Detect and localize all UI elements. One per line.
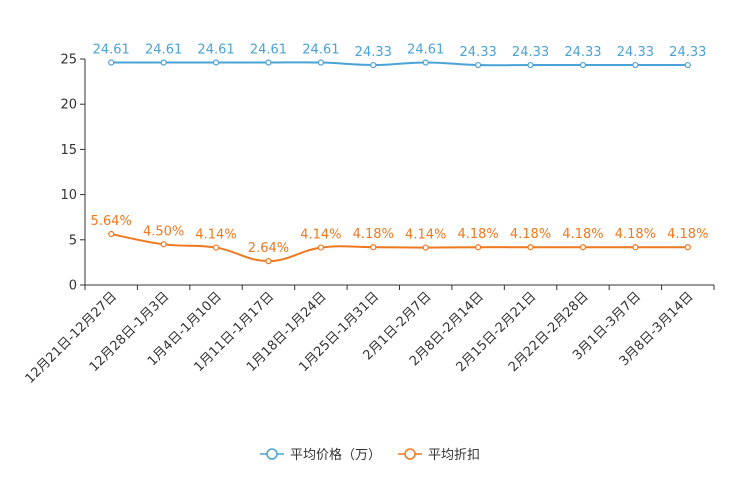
legend-swatch-marker [266,448,278,460]
data-label: 24.33 [460,45,497,60]
data-label: 24.61 [93,43,130,58]
y-tick-label: 15 [60,143,77,158]
data-label: 4.18% [667,227,708,242]
data-label: 24.33 [512,45,549,60]
data-point [160,241,167,248]
legend-label: 平均折扣 [428,448,480,463]
data-label: 24.61 [407,43,444,58]
data-label: 24.33 [617,45,654,60]
data-label: 24.61 [302,43,339,58]
data-label: 24.61 [145,43,182,58]
data-label: 24.61 [250,43,287,58]
data-point [579,61,587,69]
data-point [684,61,691,69]
data-point [684,244,691,251]
data-label: 4.18% [457,227,498,242]
data-label: 4.14% [405,228,446,243]
data-point [370,244,377,251]
data-label: 4.50% [143,224,184,239]
data-label: 4.18% [510,227,551,242]
legend-swatch-marker [404,448,416,460]
x-tick-label: 12月21日-12月27日 [23,289,120,386]
data-point [212,244,220,251]
series-points [108,59,691,265]
data-point [370,61,377,69]
data-point [317,244,324,251]
data-labels: 24.61 24.61 24.61 24.61 24.61 24.33 24.61 24.33… [91,43,709,257]
data-label: 4.18% [353,227,394,242]
data-label: 5.64% [91,214,132,229]
data-point [212,59,220,66]
y-tick-label: 5 [69,233,77,248]
data-label: 24.33 [669,45,706,60]
data-label: 4.14% [195,228,236,243]
series-line-0 [111,61,688,67]
y-tick-label: 10 [60,188,77,203]
y-tick-label: 0 [69,279,77,294]
data-label: 24.33 [564,45,601,60]
data-point [265,258,272,265]
data-label: 4.18% [562,227,603,242]
y-tick-label: 20 [60,98,77,113]
data-point [527,244,534,251]
series-line-1 [111,233,688,263]
data-point [579,244,587,251]
data-point [632,61,639,69]
y-tick-label: 25 [60,53,77,68]
data-label: 4.18% [615,227,656,242]
data-point [422,244,429,251]
data-point [108,59,115,66]
data-point [265,59,272,66]
legend: 平均价格（万） 平均折扣 [260,447,480,463]
data-label: 24.61 [197,43,234,58]
legend-label: 平均价格（万） [290,447,381,463]
series-lines [111,61,688,263]
data-point [632,244,639,251]
data-point [527,61,534,69]
data-point [475,244,482,251]
data-label: 24.33 [355,45,392,60]
data-label: 2.64% [248,241,289,256]
data-point [317,59,324,66]
data-label: 4.14% [300,228,341,243]
data-point [108,230,115,238]
data-point [475,61,482,69]
data-point [422,59,429,66]
data-point [160,59,167,66]
